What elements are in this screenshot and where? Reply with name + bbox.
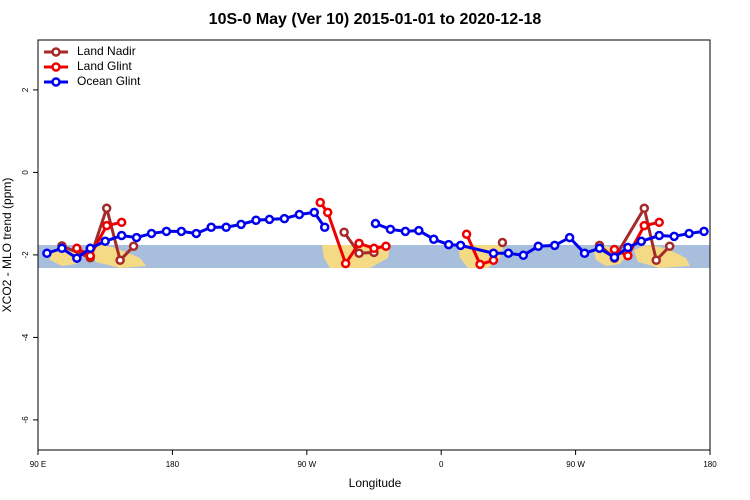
point [381,241,391,251]
point [115,255,125,266]
x-tick-label: 180 [703,460,717,469]
point [443,239,454,250]
point [72,253,82,263]
point [623,250,633,261]
point [206,222,216,233]
point [609,244,620,255]
point [309,207,320,218]
point [385,224,396,235]
point [340,258,351,269]
point [414,225,424,236]
point [669,231,679,242]
y-tick-label: 2 [21,87,30,92]
point [488,248,499,258]
x-tick-label: 180 [166,460,180,469]
y-tick-label: -6 [21,416,30,424]
land [88,245,146,268]
x-tick-label: 90 E [30,460,46,469]
point [251,215,261,226]
point [146,228,157,239]
point [455,240,466,251]
point [579,248,590,258]
point [549,240,560,251]
point [72,243,82,254]
point [339,227,349,237]
point [57,243,67,254]
point [609,252,620,263]
point [664,241,675,251]
chart-title: 10S-0 May (Ver 10) 2015-01-01 to 2020-12… [209,11,542,28]
point [623,242,633,253]
legend-marker [51,77,61,87]
point [176,226,187,237]
point [131,232,142,243]
point [639,203,650,214]
y-tick-label: -4 [21,333,30,341]
series-line [76,201,660,267]
point [101,203,112,214]
point [116,230,127,241]
point [354,238,364,249]
point [85,250,96,261]
point [497,237,508,248]
x-tick-label: 90 W [566,460,585,469]
point [279,213,290,224]
point [315,197,325,208]
plot-frame [37,39,711,451]
land [634,245,690,268]
point [699,226,709,237]
point [161,226,172,237]
point [533,241,544,251]
point [639,220,650,231]
legend-label: Ocean Glint [77,74,141,88]
point [191,228,202,239]
point [461,229,472,240]
point [100,236,110,247]
point [42,248,52,258]
point [264,214,275,225]
point [221,222,231,233]
point [116,217,127,228]
point [684,228,694,239]
legend-label: Land Nadir [77,44,136,58]
point [369,243,379,254]
point [400,226,411,237]
point [654,217,664,228]
point [85,243,96,254]
y-tick-label: 0 [21,170,30,175]
y-tick-label: -2 [21,251,30,259]
legend-marker [51,47,61,57]
point [503,248,514,258]
point [564,232,575,243]
legend-label: Land Glint [77,59,132,73]
y-axis-title: XCO2 - MLO trend (ppm) [0,178,14,313]
x-tick-label: 90 W [297,460,316,469]
point [636,236,647,247]
point [101,220,112,231]
point [236,219,246,230]
legend-marker [51,62,61,72]
point [475,259,485,270]
point [319,222,330,233]
point [354,248,364,258]
point [651,255,661,266]
point [128,241,139,251]
point [294,209,305,220]
point [518,250,529,261]
x-tick-label: 0 [439,460,444,469]
point [428,234,439,244]
x-axis-title: Longitude [349,476,402,490]
point [370,218,381,229]
point [594,243,605,254]
point [654,230,664,241]
point [322,207,333,218]
